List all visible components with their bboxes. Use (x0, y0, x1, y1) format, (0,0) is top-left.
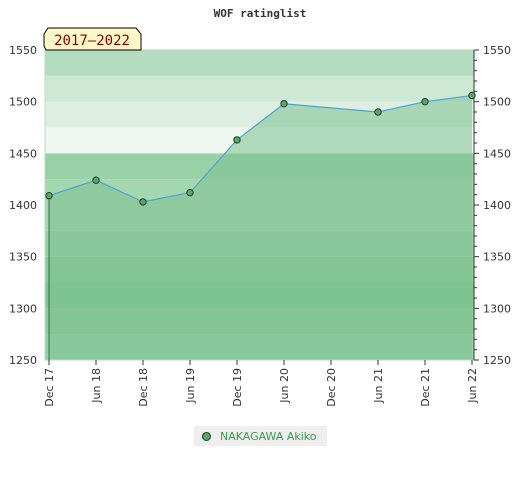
y-tick-label-left: 1350 (9, 251, 37, 264)
y-tick-label-left: 1500 (9, 96, 37, 109)
data-point (92, 176, 100, 184)
data-point (233, 136, 241, 144)
y-axis-left: 1250 1300 1350 1400 1450 1500 1550 (9, 44, 37, 367)
y-tick-label-left: 1250 (9, 354, 37, 367)
x-tick-label: Jun 18 (90, 368, 103, 404)
x-tick-label: Dec 21 (419, 368, 432, 407)
badge-label: 2017–2022 (54, 33, 130, 49)
x-tick-label: Dec 17 (43, 368, 56, 407)
data-point (280, 100, 288, 108)
y-tick-label-right: 1350 (483, 251, 511, 264)
area-fill (49, 95, 472, 360)
y-axis-right: 1250 1300 1350 1400 1450 1500 1550 (473, 44, 511, 367)
y-tick-label-left: 1400 (9, 199, 37, 212)
data-point (139, 198, 147, 206)
y-tick-label-right: 1550 (483, 44, 511, 57)
legend-marker-icon (202, 431, 211, 441)
x-tick-label: Dec 18 (137, 368, 150, 407)
y-tick-label-left: 1550 (9, 44, 37, 57)
y-tick-label-left: 1450 (9, 147, 37, 160)
legend: NAKAGAWA Akiko (194, 426, 327, 446)
y-tick-label-right: 1450 (483, 147, 511, 160)
data-point (421, 97, 429, 106)
data-point (374, 108, 382, 116)
data-points (45, 91, 476, 206)
y-tick-label-right: 1500 (483, 96, 511, 109)
y-tick-label-left: 1300 (9, 302, 37, 315)
badge: 2017–2022 (43, 27, 142, 51)
area-shape (49, 95, 472, 360)
data-point (186, 188, 194, 197)
band (45, 75, 474, 102)
data-point (468, 91, 476, 100)
band (45, 50, 474, 76)
y-tick-label-right: 1400 (483, 199, 511, 212)
x-tick-label: Dec 19 (231, 368, 244, 407)
chart-title: WOF ratinglist (214, 7, 307, 20)
x-tick-label: Jun 20 (278, 368, 291, 404)
data-point (45, 192, 53, 200)
x-axis: Dec 17 Jun 18 Dec 18 Jun 19 Dec 19 Jun 20 Dec … (43, 195, 479, 407)
x-tick-label: Jun 19 (184, 368, 197, 404)
legend-label: NAKAGAWA Akiko (220, 429, 317, 443)
x-tick-label: Dec 20 (325, 368, 338, 407)
x-tick-label: Jun 21 (372, 368, 385, 404)
y-tick-label-right: 1250 (483, 354, 511, 367)
y-tick-label-right: 1300 (483, 302, 511, 315)
x-tick-label: Jun 22 (466, 368, 479, 404)
